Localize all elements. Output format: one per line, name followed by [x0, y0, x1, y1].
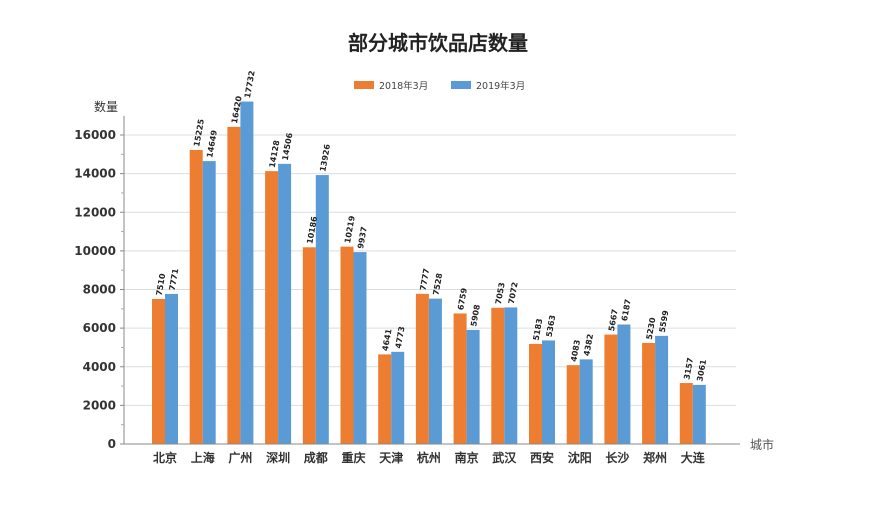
bar-2019 [278, 163, 292, 444]
data-label: 15225 [192, 118, 206, 147]
y-tick-label: 4000 [83, 360, 116, 374]
y-axis: 0 2000 4000 6000 8000 10000 12000 14000 16000 [74, 115, 125, 451]
bar-2019 [315, 175, 329, 444]
x-tick-label: 西安 [530, 450, 554, 465]
legend-label-2019: 2019年3月 [476, 80, 525, 92]
x-tick-label: 长沙 [605, 450, 629, 465]
x-tick-label: 天津 [379, 450, 403, 465]
data-label: 4083 [569, 339, 582, 362]
y-tick-label: 16000 [74, 128, 116, 142]
chart-title: 部分城市饮品店数量 [348, 31, 528, 55]
bar-2018 [378, 354, 392, 444]
data-label: 5908 [469, 303, 482, 327]
bar-2018 [302, 247, 316, 444]
bar-2019 [579, 359, 593, 444]
bar-2019 [466, 329, 480, 444]
bar-2019 [165, 293, 178, 444]
data-label: 7510 [155, 272, 168, 296]
data-label: 4641 [381, 328, 394, 352]
bar-2018 [604, 334, 618, 444]
y-tick-label: 8000 [83, 283, 116, 297]
legend-swatch-2019 [451, 81, 471, 89]
bar-2019 [202, 161, 216, 444]
x-tick-label: 南京 [455, 450, 479, 465]
data-label: 5363 [545, 314, 558, 337]
y-tick-label: 14000 [74, 167, 116, 181]
x-axis-title: 城市 [750, 437, 774, 452]
data-label: 6759 [456, 287, 469, 311]
x-tick-label: 重庆 [341, 450, 365, 465]
legend-label-2018: 2018年3月 [379, 80, 428, 92]
bar-2018 [152, 298, 165, 444]
data-label: 5230 [645, 316, 658, 340]
legend-swatch-2018 [354, 81, 374, 89]
data-label: 7777 [419, 268, 432, 291]
data-label: 10219 [343, 215, 357, 244]
y-tick-label: 6000 [83, 321, 116, 335]
bar-2018 [491, 307, 505, 444]
x-tick-label: 深圳 [266, 450, 290, 465]
bar-2019 [391, 351, 405, 444]
data-label: 6187 [620, 298, 633, 321]
data-label: 14649 [205, 129, 219, 158]
bars [152, 101, 706, 445]
bar-2019 [428, 298, 442, 444]
data-label: 5599 [658, 309, 671, 333]
data-label: 5667 [607, 308, 620, 331]
bar-2019 [542, 340, 555, 444]
x-tick-label: 武汉 [492, 450, 517, 465]
legend: 2018年3月 2019年3月 [354, 80, 525, 92]
x-tick-label: 郑州 [643, 450, 667, 465]
data-label: 17732 [243, 70, 257, 99]
x-tick-label: 杭州 [417, 450, 441, 465]
data-label: 7072 [507, 281, 520, 304]
bar-2019 [353, 252, 367, 444]
bar-2019 [617, 324, 631, 444]
data-label: 14506 [281, 132, 295, 161]
x-tick-label: 广州 [228, 450, 252, 465]
data-label: 3157 [682, 357, 695, 380]
bar-2018 [679, 383, 693, 444]
bar-2018 [340, 246, 354, 444]
bar-2019 [504, 307, 518, 444]
bar-2018 [265, 171, 279, 444]
x-tick-label: 上海 [191, 450, 215, 465]
y-axis-title: 数量 [94, 99, 118, 114]
bar-2018 [227, 126, 241, 445]
y-tick-label: 0 [108, 437, 116, 451]
data-label: 3061 [695, 358, 708, 382]
bar-2019 [655, 335, 669, 444]
bar-2018 [529, 343, 542, 444]
x-tick-label: 北京 [153, 450, 177, 465]
y-tick-label: 2000 [83, 398, 116, 412]
x-axis: 北京 上海 广州 深圳 成都 重庆 天津 杭州 南京 武汉 西安 沈阳 长沙 郑州 大连 [124, 443, 740, 465]
bar-2018 [642, 342, 656, 444]
bar-2019 [692, 384, 706, 444]
x-tick-label: 沈阳 [568, 450, 592, 465]
bar-2018 [415, 293, 429, 444]
data-label: 7528 [432, 272, 445, 296]
x-tick-label: 大连 [681, 450, 706, 465]
data-label: 4382 [582, 333, 595, 356]
data-label: 4773 [394, 326, 407, 349]
data-label: 13926 [318, 143, 332, 172]
y-tick-label: 12000 [74, 205, 116, 219]
bar-2018 [189, 149, 203, 444]
data-label: 7053 [494, 282, 507, 305]
data-label: 5183 [532, 318, 545, 341]
bar-2019 [240, 101, 254, 444]
bar-2018 [566, 365, 580, 444]
bar-2018 [453, 313, 467, 444]
x-tick-label: 成都 [304, 450, 328, 465]
data-label: 9937 [356, 226, 369, 249]
data-label: 7771 [168, 267, 181, 291]
y-tick-label: 10000 [74, 244, 116, 258]
